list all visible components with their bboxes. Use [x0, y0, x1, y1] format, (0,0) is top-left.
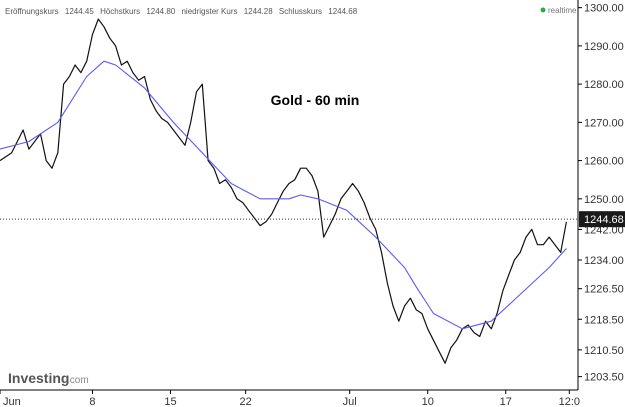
series-layer — [0, 18, 567, 364]
x-tick-label: 22 — [240, 396, 252, 407]
realtime-indicator-icon — [540, 7, 546, 13]
price-series-line — [0, 18, 567, 364]
logo-suffix: .com — [67, 375, 89, 386]
x-tick-label: 8 — [89, 396, 95, 407]
open-value: 1244.45 — [65, 7, 94, 16]
x-tick-label: 15 — [164, 396, 176, 407]
y-tick-label: 1290.00 — [584, 41, 624, 53]
y-tick-label: 1210.50 — [584, 345, 624, 357]
y-tick-label: 1270.00 — [584, 117, 624, 129]
investing-logo: Investing .com — [8, 370, 89, 386]
current-price-badge: 1244.68 — [579, 211, 625, 228]
ohlc-info: Eröffnungskurs 1244.45 Höchstkurs 1244.8… — [5, 7, 358, 16]
logo-text: Investing — [8, 370, 69, 386]
x-axis: Jun 8 15 22 Jul 10 17 12:0 — [0, 390, 580, 407]
realtime-label: realtime — [548, 6, 577, 15]
y-tick-label: 1218.50 — [584, 314, 624, 326]
x-tick-label: 17 — [500, 396, 512, 407]
y-tick-label: 1280.00 — [584, 79, 624, 91]
y-tick-label: 1242.00 — [584, 224, 624, 236]
x-tick-label: 10 — [422, 396, 434, 407]
current-price-value: 1244.68 — [584, 214, 624, 226]
y-tick-label: 1234.00 — [584, 255, 624, 267]
y-tick-label: 1226.50 — [584, 284, 624, 296]
moving-average-line — [0, 60, 567, 330]
close-label: Schlusskurs — [279, 7, 322, 16]
x-tick-label: 12:0 — [559, 396, 580, 407]
high-label: Höchstkurs — [100, 7, 140, 16]
chart-title: Gold - 60 min — [271, 92, 360, 108]
close-value: 1244.68 — [328, 7, 357, 16]
x-tick-label: Jun — [3, 396, 21, 407]
x-tick-label: Jul — [343, 396, 357, 407]
y-axis: 1300.00 1290.00 1280.00 1270.00 1260.00 1250.… — [578, 3, 624, 384]
low-label: niedrigster Kurs — [181, 7, 237, 16]
y-tick-label: 1300.00 — [584, 3, 624, 15]
y-tick-label: 1250.00 — [584, 194, 624, 206]
high-value: 1244.80 — [146, 7, 175, 16]
y-tick-label: 1203.50 — [584, 372, 624, 384]
low-value: 1244.28 — [244, 7, 273, 16]
y-tick-label: 1260.00 — [584, 156, 624, 168]
open-label: Eröffnungskurs — [5, 7, 59, 16]
